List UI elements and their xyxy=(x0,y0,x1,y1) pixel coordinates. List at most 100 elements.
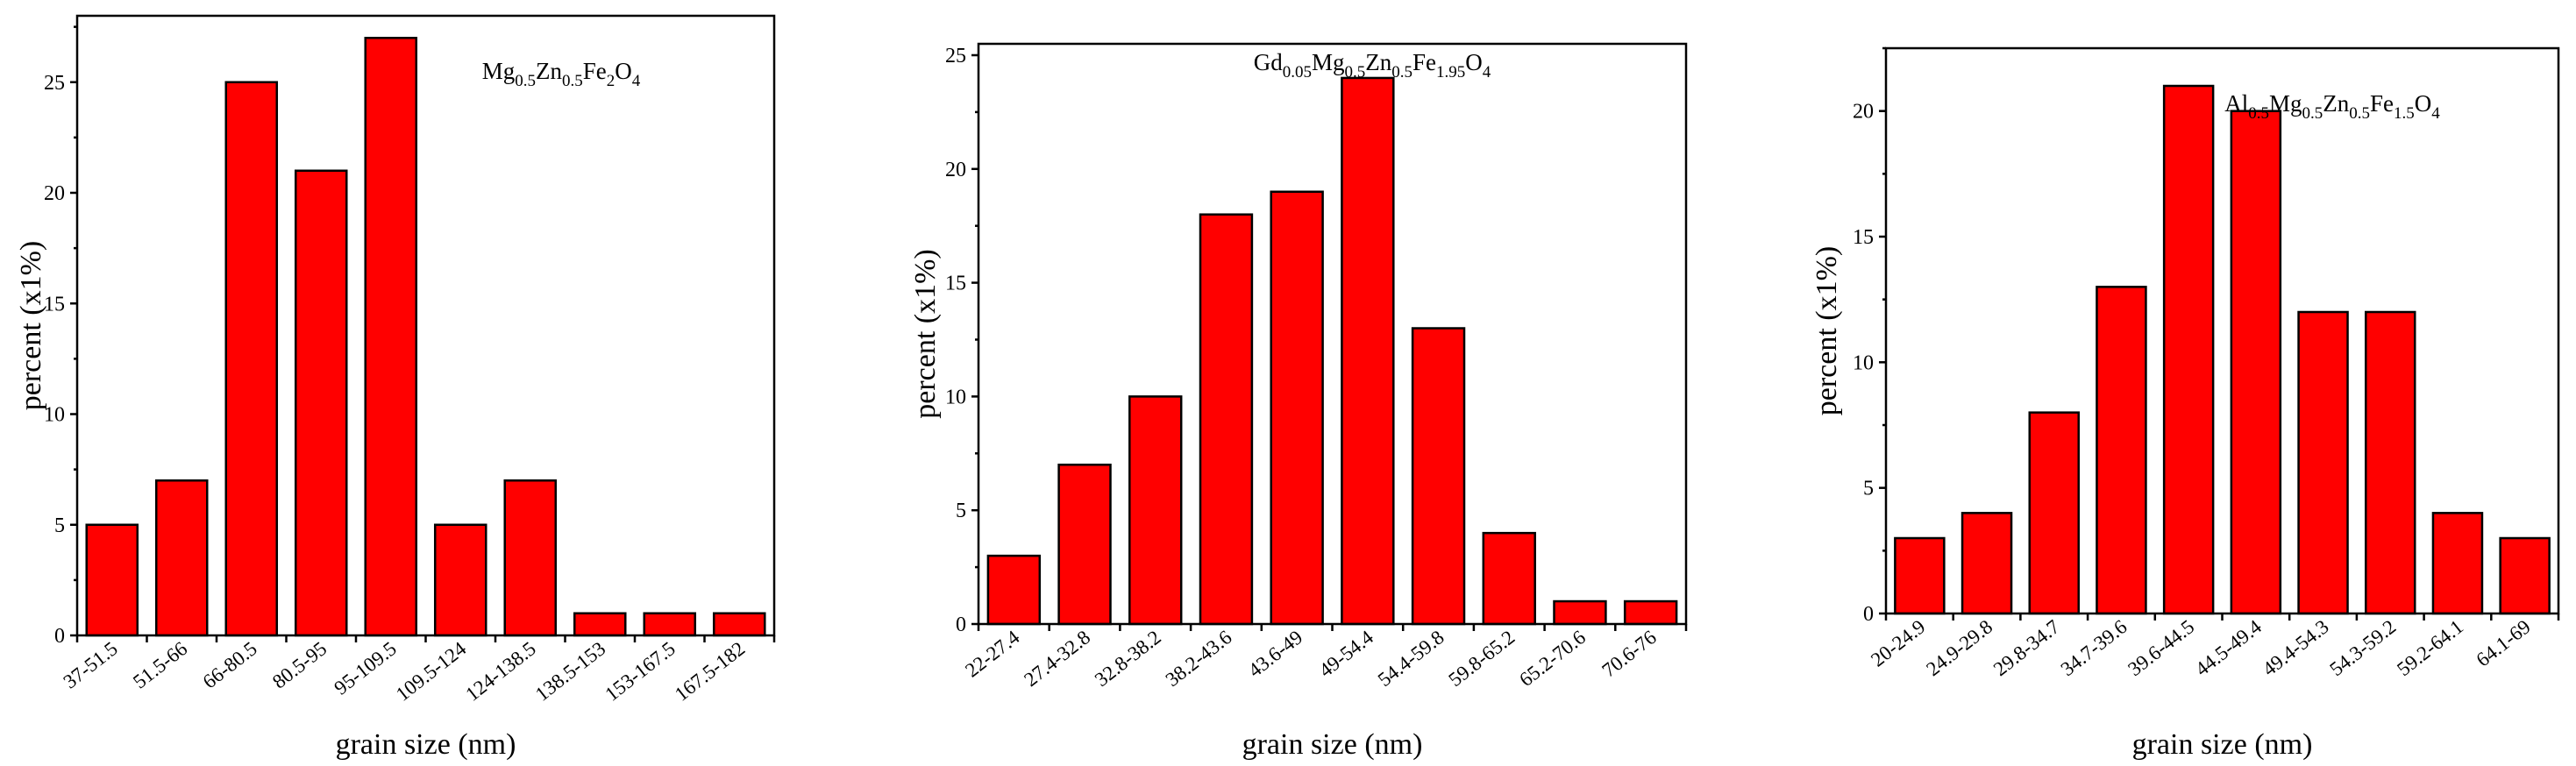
formula-element: O xyxy=(1465,49,1483,75)
formula-element: Fe xyxy=(1413,49,1436,75)
bar-65.2-70.6 xyxy=(1553,599,1607,626)
x-tick-label: 54.3-59.2 xyxy=(2325,615,2400,680)
formula-subscript: 0.5 xyxy=(562,72,583,90)
formula-element: O xyxy=(615,58,632,84)
y-tick-label: 15 xyxy=(945,273,966,295)
y-tick-label: 5 xyxy=(956,500,966,522)
bar-153-167.5 xyxy=(643,612,697,637)
x-tick-label: 109.5-124 xyxy=(392,637,471,706)
x-tick-label: 124-138.5 xyxy=(461,637,539,706)
y-tick-label: 0 xyxy=(54,625,65,648)
y-tick-label: 25 xyxy=(945,45,966,67)
chart-1: 0 5 10 15 20 25 37-51.5 51.5-66 66-80.5 80.5-95 95… xyxy=(15,14,776,761)
x-tick-label: 49-54.4 xyxy=(1315,626,1378,682)
formula-subscript: 0.5 xyxy=(2349,104,2370,123)
bar-59.8-65.2 xyxy=(1482,531,1536,626)
bar-59.2-64.1 xyxy=(2431,512,2484,615)
formula-subscript: 1.5 xyxy=(2394,104,2415,123)
bar-54.4-59.8 xyxy=(1411,327,1466,626)
x-tick-label: 65.2-70.6 xyxy=(1515,626,1590,691)
bar-66-80.5 xyxy=(224,81,279,637)
y-tick-label: 15 xyxy=(1853,226,1874,249)
x-tick-label: 44.5-49.4 xyxy=(2191,615,2266,680)
formula-element: O xyxy=(2415,90,2432,117)
x-tick-label: 59.2-64.1 xyxy=(2393,615,2467,680)
y-axis-title: percent (x1%) xyxy=(15,241,47,411)
formula-element: Fe xyxy=(583,58,607,84)
y-tick-label: 10 xyxy=(44,404,65,427)
formula-label: Gd0.05Mg0.5Zn0.5Fe1.95O4 xyxy=(1254,49,1491,82)
y-tick-label: 15 xyxy=(44,293,65,316)
bar-167.5-182 xyxy=(712,612,766,637)
bar-44.5-49.4 xyxy=(2230,110,2282,615)
x-tick-label: 22-27.4 xyxy=(961,626,1024,682)
formula-subscript: 4 xyxy=(2431,104,2440,123)
bar-64.1-69 xyxy=(2499,536,2551,615)
y-axis-title: percent (x1%) xyxy=(1811,246,1843,416)
formula-element: Mg xyxy=(482,58,516,84)
bar-70.6-76 xyxy=(1623,599,1678,626)
formula-element: Zn xyxy=(536,58,562,84)
x-tick-label: 20-24.9 xyxy=(1867,615,1929,670)
bar-49-54.4 xyxy=(1341,76,1395,626)
formula-subscript: 0.5 xyxy=(1345,63,1366,82)
bar-29.8-34.7 xyxy=(2028,411,2080,615)
formula-element: Gd xyxy=(1254,49,1283,75)
x-tick-label: 138.5-153 xyxy=(531,637,609,706)
formula-element: Fe xyxy=(2370,90,2394,117)
x-axis-title: grain size (nm) xyxy=(336,728,516,761)
x-tick-label: 80.5-95 xyxy=(268,637,331,692)
formula-element: Mg xyxy=(1312,49,1345,75)
y-tick-label: 0 xyxy=(1863,603,1874,626)
bar-27.4-32.8 xyxy=(1057,464,1112,626)
bar-138.5-153 xyxy=(573,612,627,637)
y-tick-label: 10 xyxy=(1853,351,1874,374)
y-tick-label: 5 xyxy=(1863,478,1874,500)
x-tick-label: 54.4-59.8 xyxy=(1374,626,1448,691)
x-tick-label: 43.6-49 xyxy=(1244,626,1306,681)
x-tick-label: 70.6-76 xyxy=(1598,626,1660,681)
bar-43.6-49 xyxy=(1270,190,1324,626)
bar-34.7-39.6 xyxy=(2096,286,2147,615)
x-tick-label: 27.4-32.8 xyxy=(1020,626,1094,691)
bar-32.8-38.2 xyxy=(1128,395,1183,626)
formula-subscript: 4 xyxy=(1483,63,1491,82)
x-tick-label: 37-51.5 xyxy=(60,637,122,692)
bar-80.5-95 xyxy=(294,169,348,637)
formula-subscript: 4 xyxy=(632,72,641,90)
bar-37-51.5 xyxy=(85,523,139,637)
x-tick-label: 51.5-66 xyxy=(129,637,191,692)
formula-element: Mg xyxy=(2269,90,2302,117)
x-tick-label: 167.5-182 xyxy=(671,637,749,706)
x-tick-label: 39.6-44.5 xyxy=(2124,615,2198,680)
formula-subscript: 0.5 xyxy=(2248,104,2269,123)
formula-subscript: 1.95 xyxy=(1436,63,1465,82)
formula-element: Al xyxy=(2224,90,2248,117)
x-tick-label: 38.2-43.6 xyxy=(1162,626,1236,691)
bar-54.3-59.2 xyxy=(2365,310,2416,615)
formula-subscript: 0.05 xyxy=(1283,63,1312,82)
y-tick-label: 25 xyxy=(44,72,65,95)
chart-2: 0 5 10 15 20 25 22-27.427.4-32.832.8-38.238.2-… xyxy=(909,42,1688,761)
x-tick-label: 153-167.5 xyxy=(601,637,679,706)
y-tick-label: 0 xyxy=(956,614,966,636)
bar-51.5-66 xyxy=(154,479,209,637)
formula-element: Zn xyxy=(2323,90,2349,117)
bar-49.4-54.3 xyxy=(2297,310,2349,615)
x-tick-label: 49.4-54.3 xyxy=(2259,615,2333,680)
x-axis-title: grain size (nm) xyxy=(1242,728,1423,761)
bar-95-109.5 xyxy=(364,37,418,637)
x-axis-title: grain size (nm) xyxy=(2132,728,2313,761)
formula-element: Zn xyxy=(1365,49,1391,75)
formula-label: Al0.5Mg0.5Zn0.5Fe1.5O4 xyxy=(2224,90,2440,123)
x-tick-label: 66-80.5 xyxy=(199,637,261,692)
y-tick-label: 5 xyxy=(54,514,65,537)
x-tick-label: 95-109.5 xyxy=(330,637,400,699)
bar-38.2-43.6 xyxy=(1199,213,1254,626)
x-tick-label: 32.8-38.2 xyxy=(1091,626,1165,691)
formula-subscript: 0.5 xyxy=(515,72,536,90)
y-tick-label: 20 xyxy=(945,159,966,181)
x-tick-label: 59.8-65.2 xyxy=(1444,626,1519,691)
formula-subscript: 0.5 xyxy=(1391,63,1413,82)
